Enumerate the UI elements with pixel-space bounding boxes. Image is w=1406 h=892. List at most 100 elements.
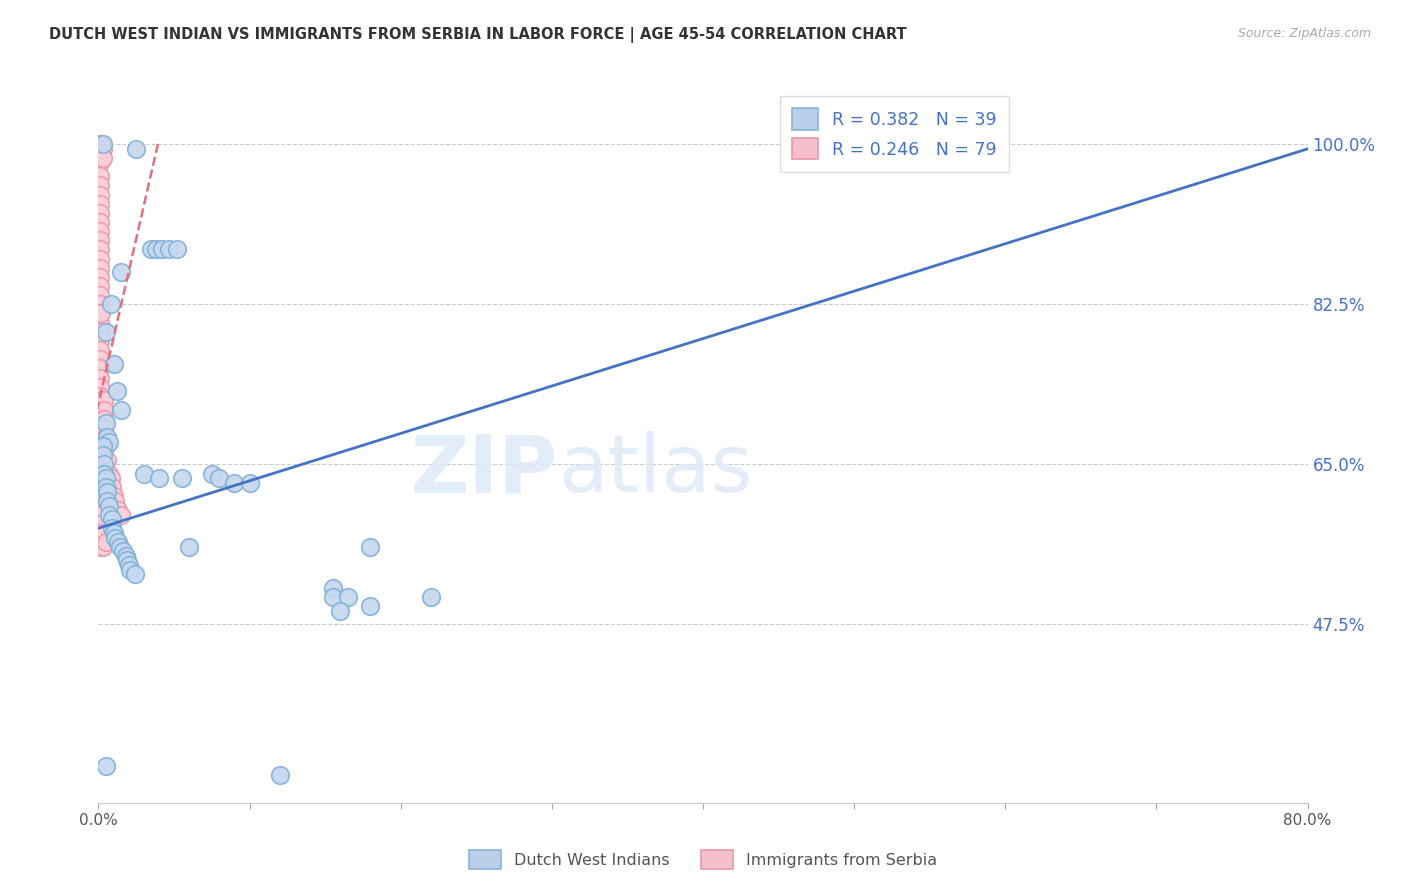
Point [89, 178, 111, 193]
Point [89, 499, 111, 513]
Point [91, 151, 114, 165]
Point [104, 494, 127, 508]
Point [90, 411, 112, 425]
Point [89, 169, 111, 184]
Point [89, 155, 111, 169]
Point [98, 467, 121, 481]
Point [91, 439, 114, 453]
Point [94, 439, 117, 453]
Point [360, 599, 382, 614]
Text: Source: ZipAtlas.com: Source: ZipAtlas.com [1237, 27, 1371, 40]
Point [89, 490, 111, 504]
Text: DUTCH WEST INDIAN VS IMMIGRANTS FROM SERBIA IN LABOR FORCE | AGE 45-54 CORRELATI: DUTCH WEST INDIAN VS IMMIGRANTS FROM SER… [49, 27, 907, 43]
Point [89, 252, 111, 266]
Point [100, 297, 122, 311]
Point [94, 759, 117, 773]
Point [224, 475, 246, 490]
Point [89, 224, 111, 238]
Point [94, 325, 117, 339]
Point [89, 206, 111, 220]
Point [89, 196, 111, 211]
Point [89, 233, 111, 247]
Point [89, 480, 111, 494]
Point [93, 393, 115, 408]
Point [89, 407, 111, 421]
Point [159, 243, 181, 257]
Point [89, 269, 111, 284]
Point [89, 146, 111, 161]
Point [89, 297, 111, 311]
Point [89, 343, 111, 357]
Point [108, 540, 131, 554]
Point [89, 398, 111, 412]
Point [98, 508, 121, 522]
Point [91, 448, 114, 462]
Point [115, 553, 138, 567]
Point [101, 512, 124, 526]
Legend: Dutch West Indians, Immigrants from Serbia: Dutch West Indians, Immigrants from Serb… [463, 844, 943, 875]
Point [91, 475, 114, 490]
Point [89, 288, 111, 302]
Point [94, 480, 117, 494]
Point [336, 590, 359, 604]
Point [90, 137, 112, 152]
Point [103, 490, 125, 504]
Point [89, 443, 111, 458]
Point [90, 402, 112, 417]
Point [120, 563, 142, 577]
Point [91, 137, 114, 152]
Point [89, 187, 111, 202]
Point [90, 439, 112, 453]
Point [93, 402, 115, 417]
Point [91, 458, 114, 472]
Point [89, 434, 111, 449]
Point [89, 370, 111, 384]
Point [89, 416, 111, 430]
Point [101, 521, 124, 535]
Point [96, 453, 118, 467]
Point [93, 467, 115, 481]
Point [110, 508, 132, 522]
Point [89, 540, 111, 554]
Point [89, 137, 111, 152]
Point [269, 768, 291, 782]
Point [89, 389, 111, 403]
Point [91, 448, 114, 462]
Point [93, 411, 115, 425]
Point [124, 567, 146, 582]
Point [89, 516, 111, 531]
Point [90, 393, 112, 408]
Point [89, 260, 111, 275]
Point [89, 215, 111, 229]
Point [98, 499, 121, 513]
Point [201, 467, 224, 481]
Point [360, 540, 382, 554]
Point [89, 316, 111, 330]
Point [100, 471, 122, 485]
Point [148, 471, 170, 485]
Point [89, 352, 111, 367]
Point [96, 430, 118, 444]
Point [98, 434, 121, 449]
Point [150, 243, 173, 257]
Point [90, 421, 112, 435]
Point [89, 243, 111, 257]
Point [94, 416, 117, 430]
Point [93, 421, 115, 435]
Point [329, 604, 352, 618]
Legend: R = 0.382   N = 39, R = 0.246   N = 79: R = 0.382 N = 39, R = 0.246 N = 79 [780, 96, 1008, 171]
Point [322, 590, 344, 604]
Point [89, 306, 111, 320]
Point [322, 581, 344, 595]
Point [118, 558, 141, 572]
Point [179, 540, 201, 554]
Point [89, 325, 111, 339]
Point [89, 361, 111, 376]
Point [94, 471, 117, 485]
Point [105, 384, 128, 399]
Point [93, 458, 115, 472]
Point [96, 494, 118, 508]
Point [90, 430, 112, 444]
Point [96, 484, 118, 499]
Point [89, 453, 111, 467]
